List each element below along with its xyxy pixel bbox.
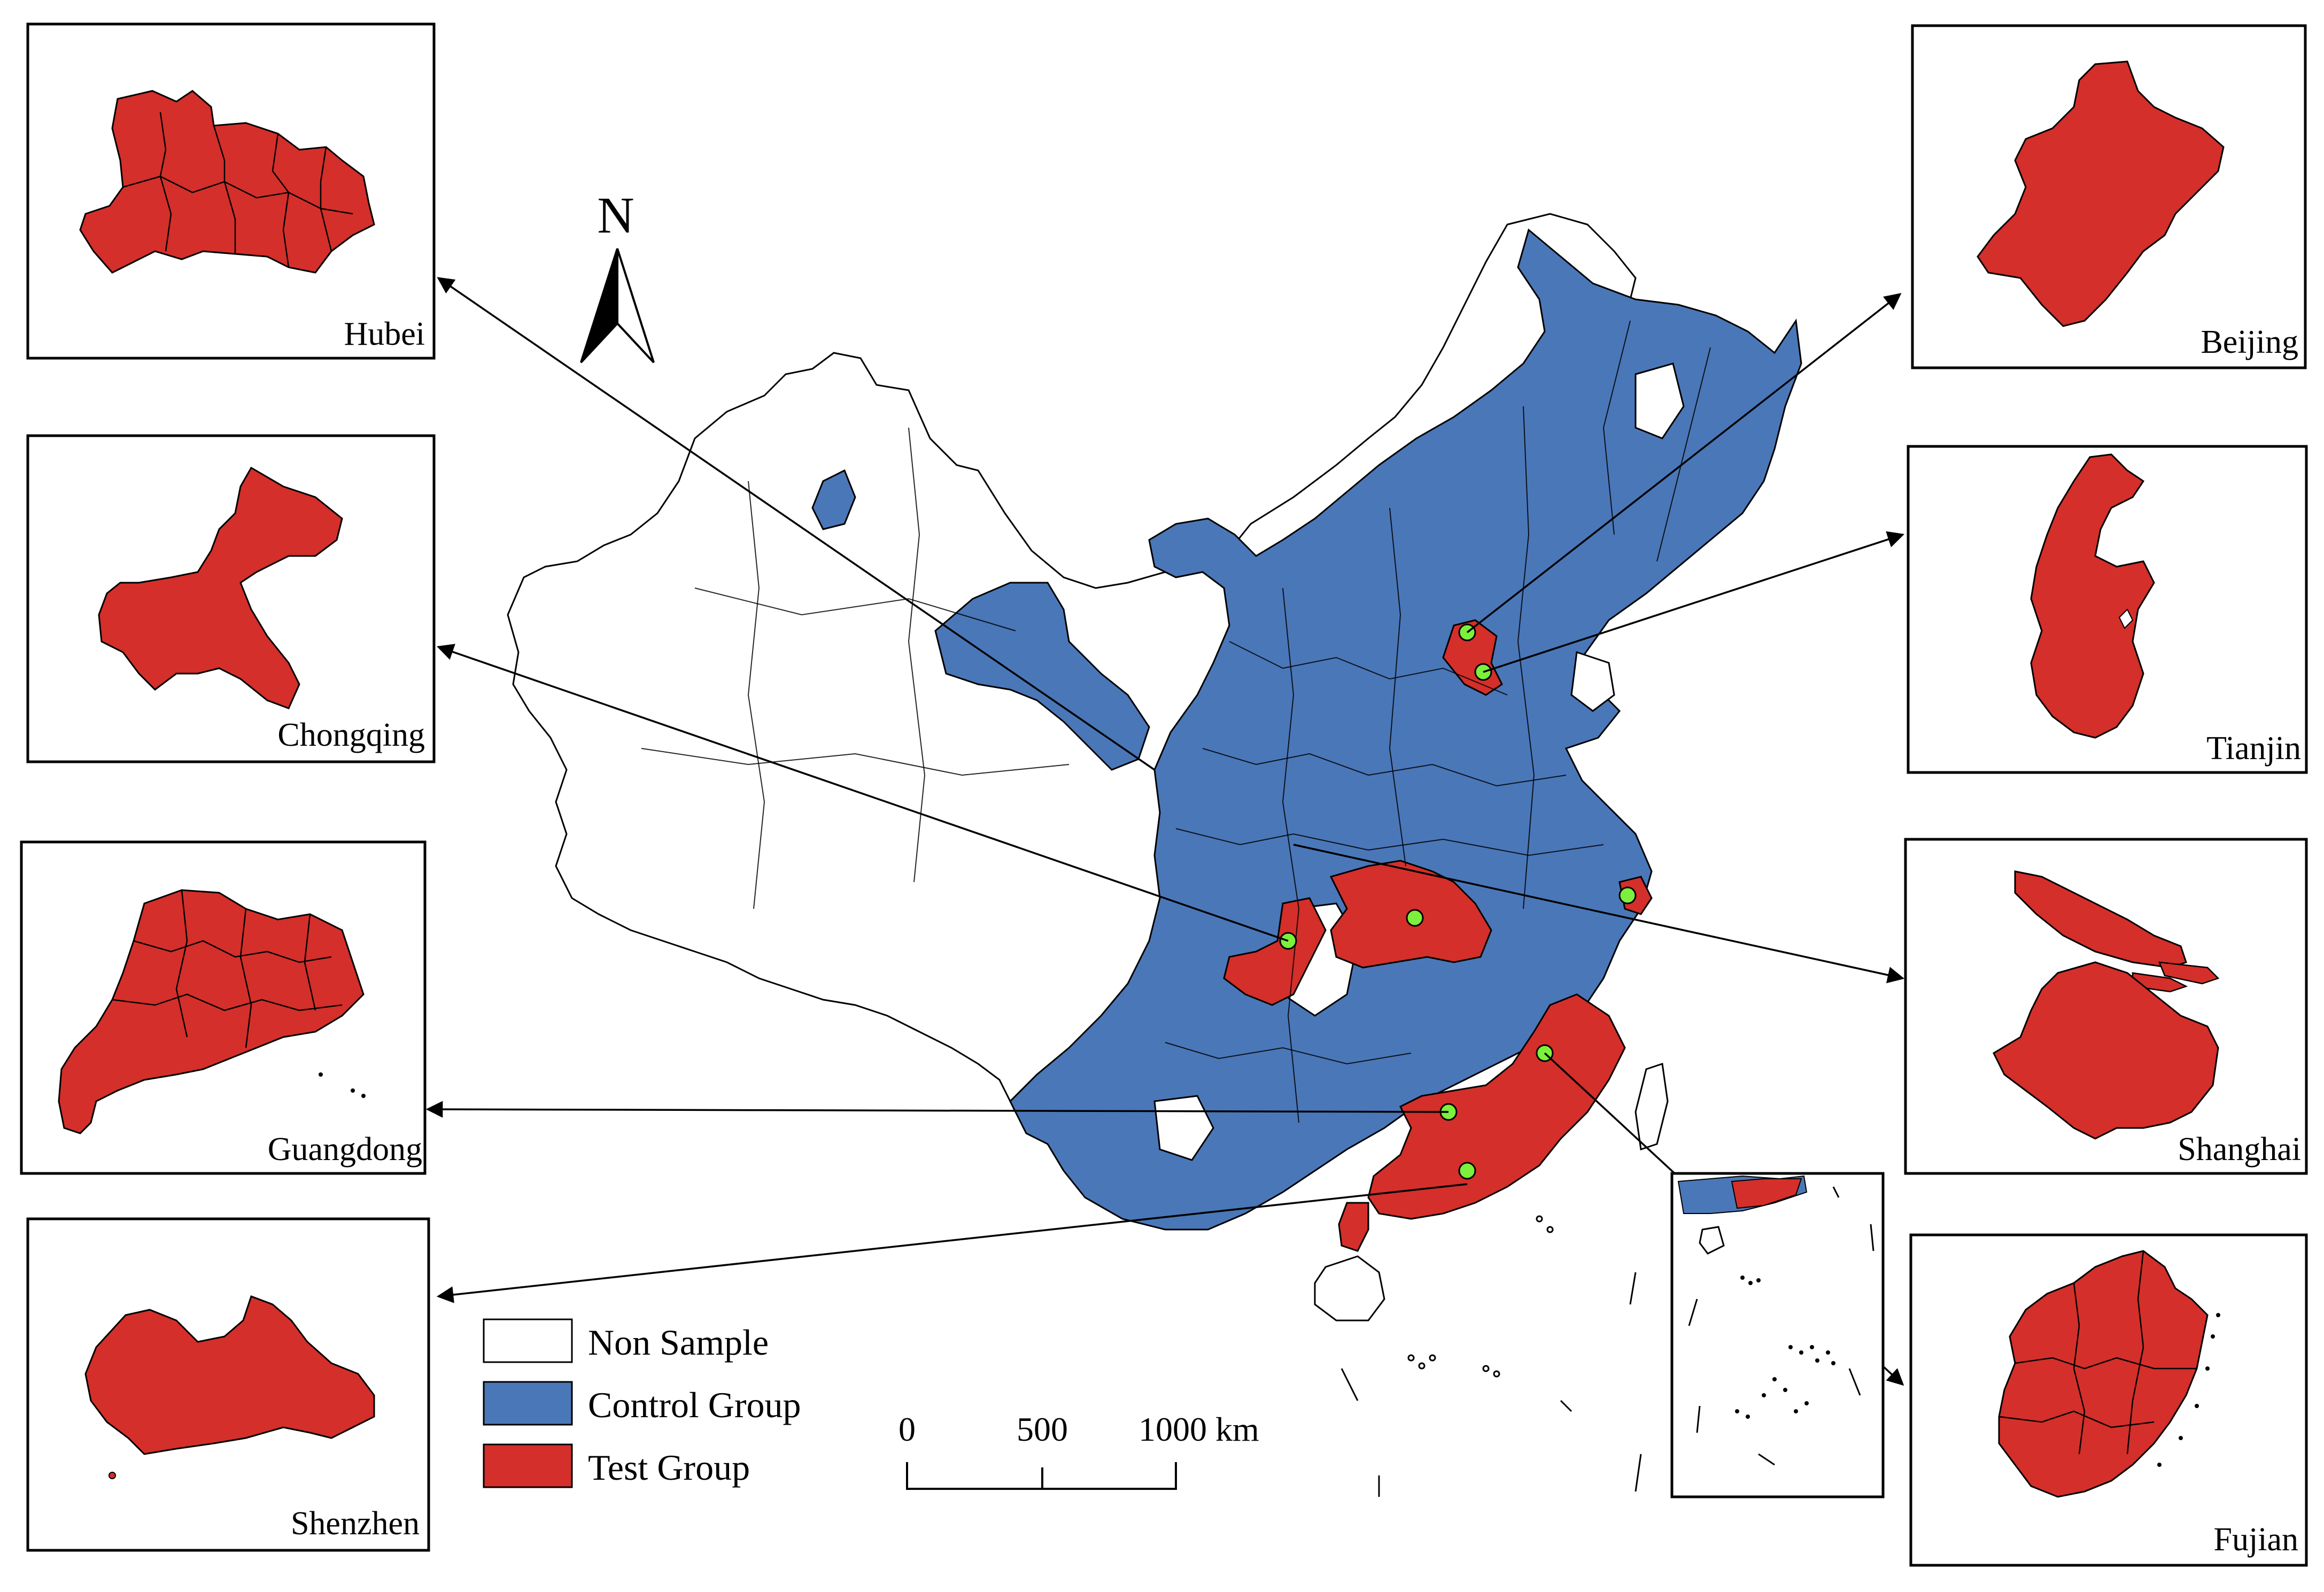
legend-swatch-non-sample bbox=[483, 1318, 573, 1363]
test-region-chongqing bbox=[1223, 897, 1327, 1006]
city-marker-shenzhen bbox=[1458, 1162, 1476, 1180]
inset-tianjin: Tianjin bbox=[1907, 445, 2308, 774]
test-region-leizhou bbox=[1338, 1202, 1369, 1252]
legend-label-test-group: Test Group bbox=[588, 1447, 750, 1488]
legend-swatch-control-group bbox=[483, 1381, 573, 1426]
taiwan-island bbox=[1634, 1063, 1669, 1150]
hainan-island bbox=[1314, 1255, 1385, 1321]
leader-lines bbox=[425, 277, 1905, 1386]
inset-label-shenzhen: Shenzhen bbox=[291, 1505, 420, 1542]
scale-label-1000: 1000 km bbox=[1138, 1410, 1259, 1448]
north-arrow: N bbox=[580, 187, 655, 364]
inset-label-chongqing: Chongqing bbox=[277, 717, 425, 753]
legend: Non Sample Control Group Test Group bbox=[483, 1318, 801, 1488]
control-group-region bbox=[1009, 228, 1802, 1231]
inset-fujian: Fujian bbox=[1909, 1233, 2308, 1567]
legend-swatch-test-group bbox=[483, 1443, 573, 1488]
scale-label-500: 500 bbox=[1017, 1410, 1068, 1448]
china-main-map bbox=[507, 213, 1802, 1497]
legend-label-non-sample: Non Sample bbox=[588, 1322, 769, 1363]
legend-label-control-group: Control Group bbox=[588, 1385, 801, 1425]
non-sample-pocket-3 bbox=[1634, 362, 1685, 439]
scale-bar: 0 500 1000 km bbox=[898, 1410, 1259, 1490]
north-arrow-label: N bbox=[597, 187, 634, 244]
inset-label-tianjin: Tianjin bbox=[2206, 730, 2301, 767]
inset-guangdong: Guangdong bbox=[20, 840, 427, 1175]
non-sample-pocket-2 bbox=[1570, 651, 1615, 712]
scale-label-0: 0 bbox=[898, 1410, 916, 1448]
city-marker-shanghai bbox=[1618, 886, 1637, 905]
inset-label-beijing: Beijing bbox=[2201, 324, 2298, 360]
inset-shenzhen: Shenzhen bbox=[26, 1217, 430, 1552]
city-marker-wuhan bbox=[1406, 909, 1424, 927]
inset-hubei: Hubei bbox=[26, 22, 436, 360]
district-boundaries bbox=[641, 320, 1711, 1123]
inset-shanghai: Shanghai bbox=[1904, 838, 2308, 1175]
inset-label-fujian: Fujian bbox=[2214, 1521, 2298, 1558]
south-china-sea-inset bbox=[1670, 1172, 1885, 1498]
test-region-fujian-guangdong bbox=[1367, 993, 1626, 1220]
inset-label-shanghai: Shanghai bbox=[2178, 1131, 2301, 1168]
control-group-pocket bbox=[811, 469, 856, 530]
inset-label-guangdong: Guangdong bbox=[268, 1131, 422, 1168]
south-sea-marks bbox=[1341, 1215, 1642, 1497]
inset-chongqing: Chongqing bbox=[26, 434, 436, 763]
inset-beijing: Beijing bbox=[1911, 24, 2307, 369]
control-group-northwest bbox=[934, 582, 1150, 771]
inset-label-hubei: Hubei bbox=[344, 316, 425, 352]
